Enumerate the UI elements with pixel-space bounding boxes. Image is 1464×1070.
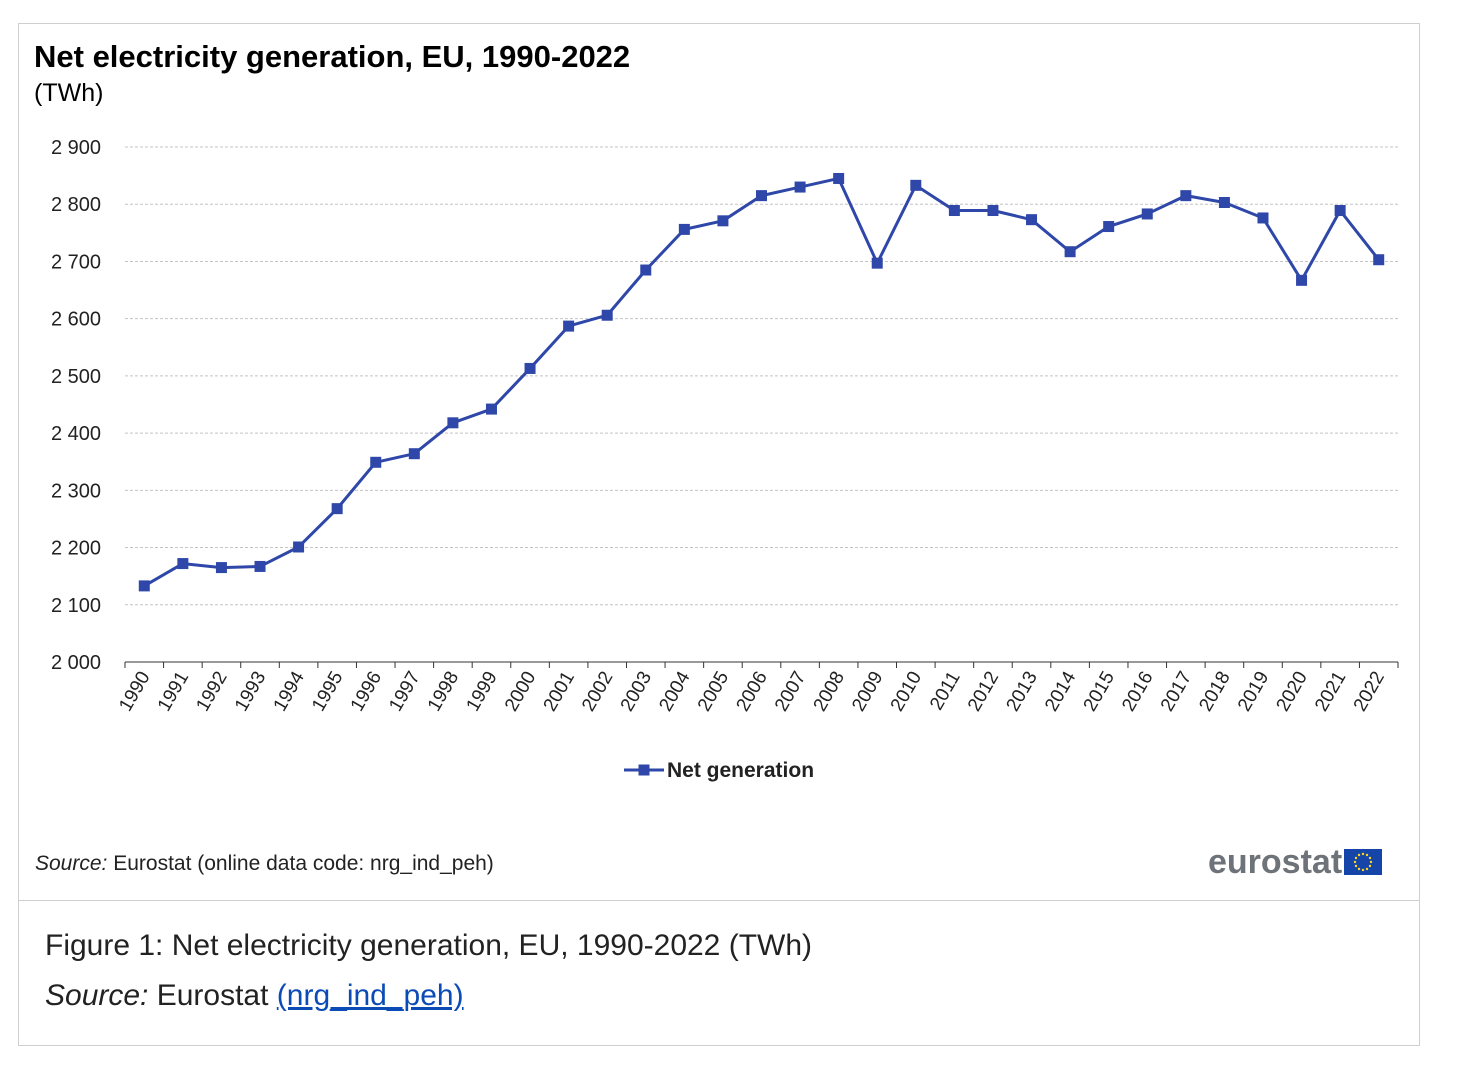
data-point (485, 403, 497, 415)
x-tick-label: 2012 (964, 668, 1003, 715)
data-point (910, 179, 922, 191)
data-point (177, 558, 189, 570)
chart-source: Source: Eurostat (online data code: nrg_… (35, 852, 494, 876)
data-point (678, 223, 690, 235)
x-tick-label: 2020 (1273, 668, 1312, 715)
x-tick-label: 1992 (192, 668, 231, 715)
data-point (1373, 254, 1385, 266)
x-tick-label: 2008 (810, 668, 849, 715)
legend-label: Net generation (667, 759, 814, 782)
figure-caption: Figure 1: Net electricity generation, EU… (45, 929, 813, 962)
x-tick-label: 2011 (926, 668, 965, 714)
y-tick-label: 2 800 (51, 194, 101, 216)
data-point (1064, 246, 1076, 258)
x-tick-label: 1998 (424, 668, 463, 715)
x-tick-label: 1993 (231, 668, 270, 715)
data-point (948, 205, 960, 217)
chart-source-label: Source: (35, 852, 108, 875)
data-point (254, 560, 266, 572)
series-line (143, 176, 1380, 588)
data-point (1180, 190, 1192, 202)
x-tick-label: 2005 (694, 668, 733, 715)
data-point (138, 580, 150, 592)
x-tick-label: 2006 (733, 668, 772, 715)
data-point (563, 320, 575, 332)
figure-frame: Net electricity generation, EU, 1990-202… (18, 23, 1420, 1046)
data-point (293, 541, 305, 553)
data-point (1257, 212, 1269, 224)
y-tick-label: 2 600 (51, 309, 101, 331)
y-tick-label: 2 100 (51, 595, 101, 617)
chart-source-text: Eurostat (online data code: nrg_ind_peh) (107, 852, 494, 875)
data-point (1296, 274, 1308, 286)
x-tick-label: 2004 (655, 668, 695, 715)
data-point (756, 190, 767, 202)
caption-source-label: Source: (45, 979, 149, 1012)
x-tick-label: 1995 (308, 668, 347, 715)
y-tick-label: 2 200 (51, 538, 101, 560)
x-tick-label: 2000 (501, 668, 540, 715)
data-point (1026, 214, 1038, 226)
x-tick-label: 1990 (115, 668, 154, 715)
data-point (524, 362, 536, 374)
x-tick-label: 1991 (154, 668, 193, 715)
data-point (331, 503, 343, 515)
x-tick-label: 1997 (385, 668, 424, 715)
x-tick-label: 2003 (617, 668, 656, 715)
x-tick-label: 2001 (540, 668, 579, 715)
data-point (601, 309, 613, 321)
y-tick-label: 2 000 (51, 652, 101, 674)
dataset-link[interactable]: (nrg_ind_peh) (276, 979, 464, 1012)
data-point (1218, 197, 1230, 209)
line-chart: 2 000 2 100 2 200 2 300 2 400 2 500 2 600 2 700… (51, 137, 1399, 782)
caption-source: Source: Eurostat (nrg_ind_peh) (45, 979, 464, 1013)
chart-panel: Net electricity generation, EU, 1990-202… (19, 24, 1419, 901)
x-tick-label: 2002 (578, 668, 617, 715)
x-tick-label: 2022 (1350, 668, 1389, 715)
eurostat-logo: eurostat (1208, 842, 1383, 882)
x-tick-label: 1996 (347, 668, 386, 715)
x-tick-label: 2019 (1234, 668, 1273, 715)
x-tick-label: 2014 (1041, 668, 1081, 715)
eurostat-logo-text: eurostat (1208, 842, 1343, 881)
data-point (1334, 205, 1346, 217)
data-point (408, 448, 420, 460)
legend-marker (638, 764, 650, 776)
x-tick-label: 2017 (1157, 668, 1196, 715)
data-point (215, 562, 227, 574)
data-point (640, 264, 652, 276)
data-point (987, 205, 999, 217)
x-tick-label: 2013 (1003, 668, 1042, 715)
x-tick-label: 2007 (771, 668, 810, 715)
x-tick-label: 1994 (270, 668, 310, 715)
chart-title: Net electricity generation, EU, 1990-202… (34, 39, 631, 74)
data-point (370, 456, 382, 468)
caption-source-text: Eurostat (148, 979, 277, 1012)
y-tick-label: 2 300 (51, 480, 101, 502)
y-tick-label: 2 700 (51, 251, 101, 273)
x-tick-label: 2009 (848, 668, 887, 715)
data-point (833, 172, 845, 184)
x-tick-label: 2010 (887, 668, 926, 715)
y-tick-label: 2 500 (51, 366, 101, 388)
data-point (1103, 221, 1115, 233)
x-tick-label: 2015 (1080, 668, 1119, 715)
chart-unit: (TWh) (34, 79, 104, 107)
x-tick-label: 2018 (1195, 668, 1234, 715)
data-point (717, 215, 729, 227)
x-tick-label: 1999 (462, 668, 501, 715)
y-tick-label: 2 400 (51, 423, 101, 445)
data-point (871, 257, 883, 269)
y-tick-label: 2 900 (51, 137, 101, 159)
data-point (794, 181, 806, 193)
data-point (1141, 208, 1153, 220)
data-point (447, 417, 459, 429)
x-tick-label: 2016 (1118, 668, 1157, 715)
eu-flag-icon (1344, 849, 1383, 875)
x-tick-label: 2021 (1311, 668, 1350, 715)
